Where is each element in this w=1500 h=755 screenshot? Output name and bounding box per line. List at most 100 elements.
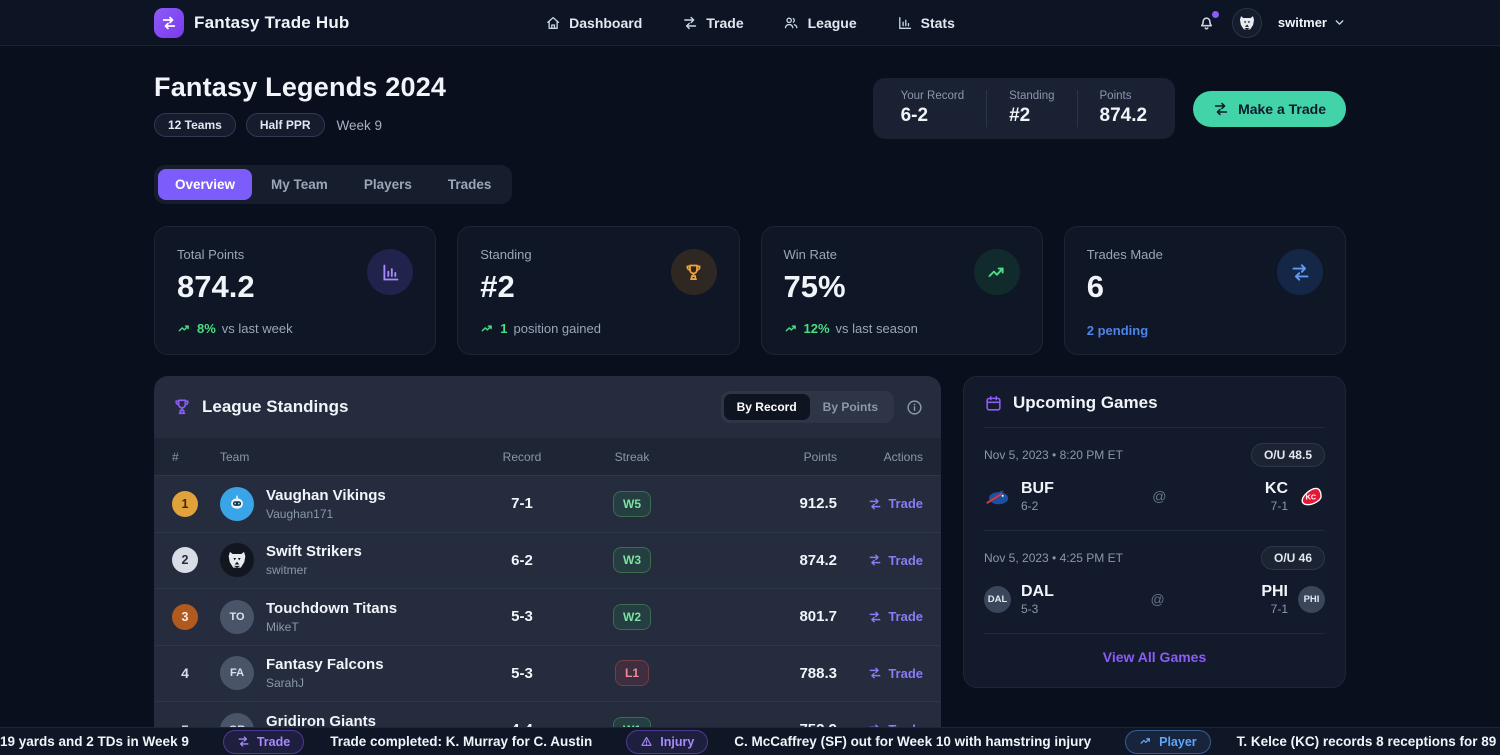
league-header: Fantasy Legends 2024 12 Teams Half PPR W… xyxy=(154,72,446,137)
team-points: 788.3 xyxy=(799,664,837,682)
nav-stats[interactable]: Stats xyxy=(897,15,955,31)
team-owner: switmer xyxy=(266,563,308,578)
standing-label: Standing xyxy=(1009,90,1055,102)
nav-dashboard[interactable]: Dashboard xyxy=(545,15,642,31)
stat-label: Trades Made xyxy=(1086,247,1163,262)
make-a-trade-button[interactable]: Make a Trade xyxy=(1193,90,1346,127)
home-icon xyxy=(545,15,561,31)
team-name: Touchdown Titans xyxy=(266,599,398,617)
trending-up-icon xyxy=(784,322,798,336)
col-record: Record xyxy=(502,449,542,464)
pending-trades-link[interactable]: 2 pending xyxy=(1086,323,1149,338)
news-ticker: 19 yards and 2 TDs in Week 9 Trade Trade… xyxy=(0,727,1500,755)
standing-value: #2 xyxy=(1009,105,1031,126)
points-cell: Points 874.2 xyxy=(1076,90,1170,127)
notifications-button[interactable] xyxy=(1197,11,1219,32)
badge-label: Injury xyxy=(660,734,695,749)
stat-card-trades-made: Trades Made 6 2 pending xyxy=(1063,226,1346,355)
ticker-text: 19 yards and 2 TDs in Week 9 xyxy=(0,734,189,749)
trending-up-icon xyxy=(1139,735,1152,748)
streak-badge: W3 xyxy=(613,547,651,574)
game-row[interactable]: Nov 5, 2023 • 4:25 PM ET O/U 46 DAL DAL … xyxy=(984,531,1325,635)
trophy-icon xyxy=(172,397,192,417)
tab-overview[interactable]: Overview xyxy=(158,169,253,200)
team-avatar xyxy=(220,486,254,521)
team-points: 912.5 xyxy=(799,495,837,513)
game-row[interactable]: Nov 5, 2023 • 8:20 PM ET O/U 48.5 BUF 6-… xyxy=(984,428,1325,532)
away-record: 6-2 xyxy=(1021,499,1039,514)
stat-label: Win Rate xyxy=(783,247,837,262)
over-under-badge: O/U 48.5 xyxy=(1250,443,1325,467)
stat-card-standing: Standing #2 1 position gained xyxy=(457,226,740,355)
ticker-text: C. McCaffrey (SF) out for Week 10 with h… xyxy=(734,734,1092,749)
table-row[interactable]: 2 Swift Strikers switmer 6-2 W3 874.2 Tr… xyxy=(154,531,941,589)
trade-row-button[interactable]: Trade xyxy=(837,553,923,568)
trade-row-button[interactable]: Trade xyxy=(837,609,923,624)
user-avatar[interactable] xyxy=(1231,7,1262,38)
brand-swap-icon xyxy=(154,7,184,38)
team-avatar: TO xyxy=(220,599,254,634)
streak-badge: W5 xyxy=(613,490,651,517)
team-points: 801.7 xyxy=(799,608,837,626)
swap-icon xyxy=(237,735,250,748)
trade-badge: Trade xyxy=(222,729,305,754)
col-points: Points xyxy=(803,449,837,464)
streak-badge: W2 xyxy=(613,603,651,630)
stat-delta-text: position gained xyxy=(513,321,601,336)
swap-icon xyxy=(868,553,882,567)
view-all-games-link[interactable]: View All Games xyxy=(1102,649,1207,666)
nav-league[interactable]: League xyxy=(784,15,857,31)
table-row[interactable]: 3 TO Touchdown Titans MikeT 5-3 W2 801.7… xyxy=(154,588,941,645)
team-record: 5-3 xyxy=(511,664,533,682)
tab-players[interactable]: Players xyxy=(363,177,412,192)
swap-icon xyxy=(868,666,882,680)
info-icon[interactable] xyxy=(906,399,923,416)
home-team: PHI xyxy=(1261,583,1288,601)
nav-trade-label: Trade xyxy=(706,14,744,31)
sort-by-record-button[interactable]: By Record xyxy=(723,394,810,420)
standing-cell: Standing #2 xyxy=(986,90,1076,127)
player-badge: Player xyxy=(1125,729,1211,754)
rank-badge: 2 xyxy=(172,547,198,574)
stat-label: Standing xyxy=(480,247,532,262)
points-value: 874.2 xyxy=(1099,105,1148,126)
tab-my-team[interactable]: My Team xyxy=(271,177,328,192)
rank-badge: 4 xyxy=(181,665,189,682)
trade-label: Trade xyxy=(888,496,923,512)
your-record-cell: Your Record 6-2 xyxy=(879,90,987,127)
username: switmer xyxy=(1277,15,1327,30)
your-record-label: Your Record xyxy=(900,90,965,102)
top-navbar: Fantasy Trade Hub Dashboard Trade League… xyxy=(0,0,1500,46)
trade-row-button[interactable]: Trade xyxy=(837,666,923,681)
bills-logo-icon xyxy=(984,483,1011,510)
bell-icon xyxy=(1197,13,1216,32)
nav-stats-label: Stats xyxy=(920,14,955,31)
trade-label: Trade xyxy=(888,552,923,568)
swap-icon xyxy=(1213,101,1229,117)
scoring-badge: Half PPR xyxy=(245,113,325,137)
table-row[interactable]: 1 Vaughan Vikings Vaughan171 7-1 W5 912.… xyxy=(154,475,941,532)
game-datetime: Nov 5, 2023 • 8:20 PM ET xyxy=(984,448,1123,462)
home-team: KC xyxy=(1264,480,1288,497)
people-icon xyxy=(784,15,800,31)
stat-value: 874.2 xyxy=(177,269,255,304)
standings-sort-toggle: By Record By Points xyxy=(720,391,894,423)
your-record-value: 6-2 xyxy=(900,105,929,126)
team-name: Gridiron Giants xyxy=(266,712,377,730)
sort-by-points-button[interactable]: By Points xyxy=(822,400,878,414)
standings-title: League Standings xyxy=(202,397,349,416)
points-label: Points xyxy=(1099,90,1132,102)
trending-up-icon xyxy=(177,322,191,336)
swap-icon xyxy=(868,610,882,624)
tab-trades[interactable]: Trades xyxy=(447,177,492,192)
nav-trade[interactable]: Trade xyxy=(682,14,744,31)
ticker-item: Injury C. McCaffrey (SF) out for Week 10… xyxy=(626,729,1092,754)
trade-row-button[interactable]: Trade xyxy=(837,496,923,511)
trending-up-icon xyxy=(973,249,1020,295)
team-name: Swift Strikers xyxy=(266,543,362,561)
bar-chart-icon xyxy=(897,15,913,31)
user-menu[interactable]: switmer xyxy=(1278,15,1346,30)
make-a-trade-label: Make a Trade xyxy=(1238,100,1326,117)
table-row[interactable]: 4 FA Fantasy Falcons SarahJ 5-3 L1 788.3… xyxy=(154,644,941,702)
team-points: 874.2 xyxy=(799,551,837,569)
